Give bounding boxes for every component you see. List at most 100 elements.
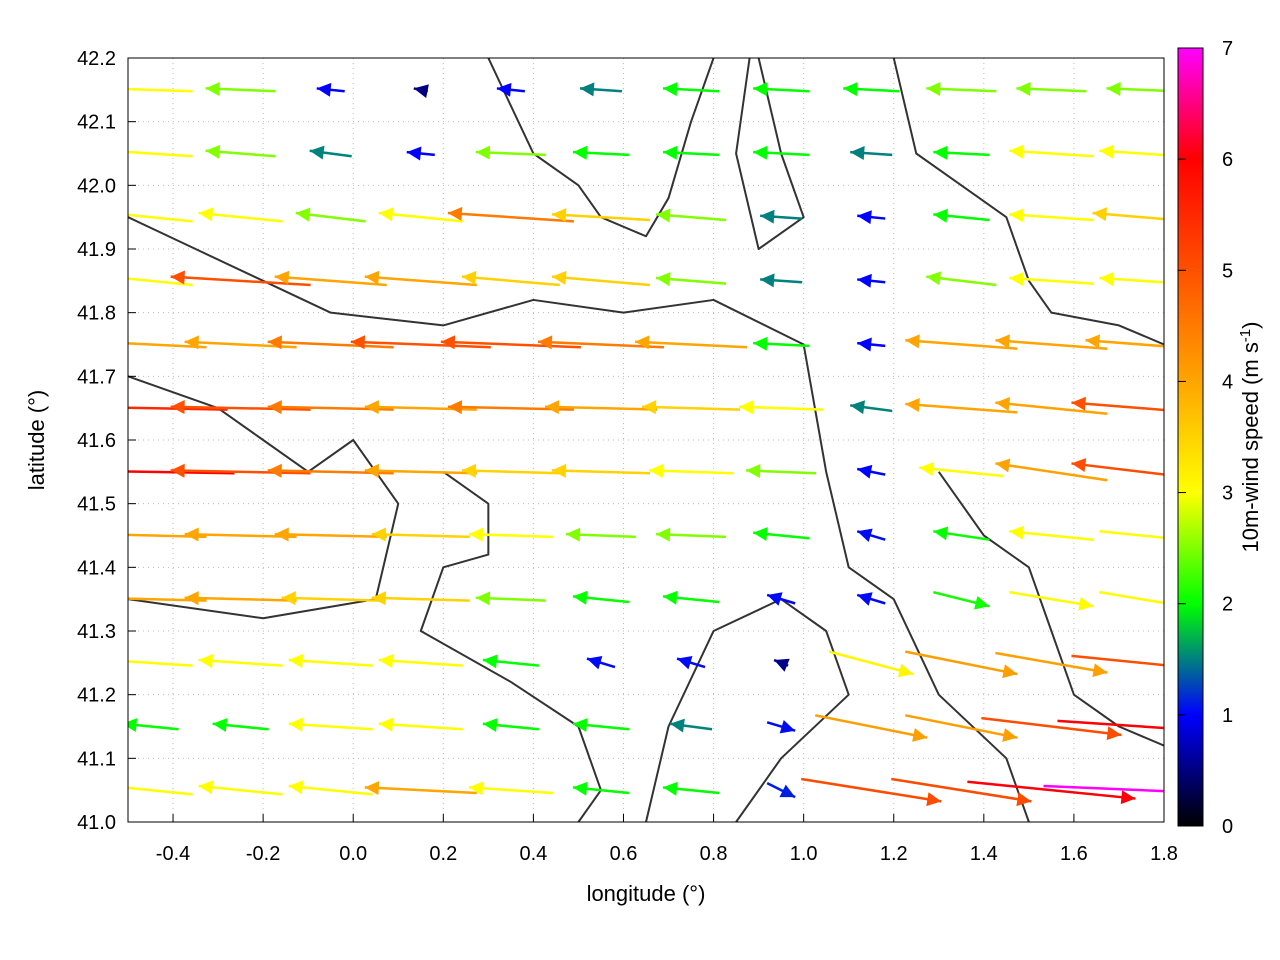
wind-vector-arrowhead: [212, 718, 228, 733]
y-tick-label: 41.5: [77, 494, 116, 516]
wind-vector: [109, 271, 193, 287]
contour-line: [735, 58, 805, 250]
wind-vector-arrowhead: [316, 82, 332, 97]
x-tick-label: 1.4: [970, 843, 998, 865]
wind-vector-arrowhead: [857, 528, 873, 543]
wind-vector-arrowhead: [579, 82, 595, 97]
wind-vector: [919, 462, 1004, 478]
wind-vector: [378, 717, 463, 732]
wind-vector-shaft: [288, 722, 373, 731]
wind-vector-arrowhead: [857, 337, 872, 352]
wind-vector-shaft: [364, 786, 477, 795]
wind-vector-shaft: [288, 658, 373, 667]
y-tick-label: 41.1: [77, 748, 116, 770]
wind-vector-shaft: [739, 405, 824, 411]
wind-vector: [288, 653, 373, 668]
wind-vector-arrowhead: [753, 82, 768, 97]
y-axis-ticks: 41.0 41.1 41.2 41.3 41.4 41.5 41.6 41.7 41.8 41.9…: [77, 48, 136, 834]
wind-vector-arrowhead: [1120, 790, 1136, 805]
wind-vector-arrowhead: [670, 718, 685, 733]
wind-vector-arrowhead: [461, 270, 477, 285]
wind-vector: [1106, 81, 1164, 96]
colorbar-tick-label: 4: [1222, 371, 1233, 393]
wind-vector-shaft: [1071, 462, 1164, 476]
wind-vector-arrowhead: [95, 591, 109, 605]
wind-vector: [198, 653, 283, 668]
wind-vector-arrowhead: [995, 334, 1010, 349]
wind-vector: [198, 780, 283, 796]
wind-vector-arrowhead: [109, 271, 124, 285]
wind-vector: [933, 526, 990, 541]
wind-vector: [128, 470, 235, 475]
wind-vector-arrowhead: [184, 591, 199, 606]
y-tick-label: 42.0: [77, 175, 116, 197]
wind-vector: [128, 213, 193, 223]
wind-vector-arrowhead: [378, 717, 394, 732]
wind-vector-shaft: [198, 784, 283, 796]
wind-vector: [128, 718, 179, 733]
y-tick-label: 42.1: [77, 112, 116, 134]
wind-vector: [655, 272, 727, 287]
wind-vector: [537, 335, 665, 350]
wind-vector-shaft: [1043, 784, 1164, 793]
wind-vector: [760, 273, 803, 288]
wind-vector-arrowhead: [198, 780, 214, 795]
wind-vector-arrowhead: [919, 462, 934, 476]
wind-vector-arrowhead: [205, 81, 220, 96]
wind-vector-arrowhead: [274, 527, 289, 542]
wind-vector: [309, 145, 352, 160]
wind-vector: [1085, 334, 1164, 349]
wind-vector-arrowhead: [74, 400, 88, 414]
wind-vector-arrowhead: [1106, 81, 1121, 96]
wind-vector-arrowhead: [663, 781, 678, 796]
wind-vector: [205, 81, 276, 96]
wind-vector: [1099, 144, 1164, 159]
wind-vector-arrowhead: [468, 781, 484, 796]
wind-vector: [905, 650, 1018, 679]
wind-vector: [814, 714, 928, 742]
wind-vector-arrowhead: [572, 718, 588, 733]
wind-vector: [995, 396, 1108, 416]
wind-vector: [933, 208, 990, 223]
x-axis-ticks: -0.4 -0.2 0.0 0.2 0.4 0.6 0.8 1.0 1.2 1.4 1.6 1.8: [156, 814, 1178, 865]
wind-vector: [364, 781, 477, 796]
wind-vector: [760, 209, 803, 224]
wind-vector-arrowhead: [995, 396, 1011, 411]
wind-vector-arrowhead: [746, 463, 761, 478]
wind-vector-arrowhead: [281, 591, 296, 606]
wind-vector: [205, 144, 276, 159]
wind-vector-arrowhead: [378, 207, 394, 222]
wind-vector-shaft: [468, 532, 553, 539]
wind-vector-shaft: [128, 597, 207, 602]
wind-vector: [857, 210, 886, 225]
wind-vector-shaft: [551, 469, 650, 475]
wind-vector: [655, 208, 727, 223]
wind-vector-shaft: [905, 650, 1018, 676]
wind-vector: [1071, 654, 1164, 667]
wind-vector-arrowhead: [537, 335, 553, 350]
wind-vector-shaft: [814, 714, 928, 739]
wind-vector-shaft: [891, 777, 1032, 803]
wind-vector-arrowhead: [760, 273, 775, 288]
wind-vector-arrowhead: [649, 463, 664, 478]
wind-vector: [371, 527, 470, 542]
wind-vector: [856, 592, 886, 606]
wind-vector: [676, 655, 706, 670]
wind-vector: [933, 590, 990, 610]
wind-vector-arrowhead: [109, 145, 123, 159]
x-tick-label: -0.4: [156, 843, 190, 865]
wind-vector-shaft: [905, 714, 1018, 739]
wind-vector: [295, 207, 366, 223]
wind-vector-arrowhead: [663, 590, 678, 605]
wind-vector: [128, 786, 193, 796]
wind-vector: [1009, 271, 1094, 286]
wind-vector: [739, 400, 824, 415]
x-tick-label: 1.6: [1060, 843, 1088, 865]
wind-vector-shaft: [378, 211, 463, 223]
wind-vector-arrowhead: [677, 655, 693, 670]
wind-vector: [981, 716, 1122, 741]
wind-vector-arrowhead: [95, 335, 109, 349]
wind-vector-arrowhead: [440, 335, 456, 350]
y-tick-label: 41.3: [77, 621, 116, 643]
